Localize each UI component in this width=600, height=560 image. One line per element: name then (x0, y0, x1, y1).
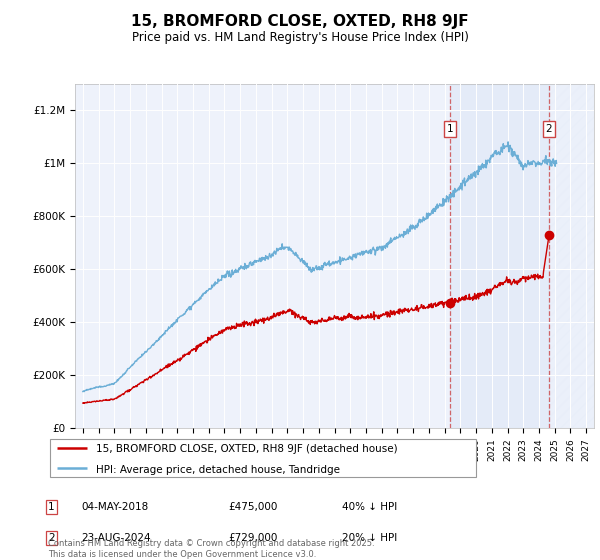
Text: 2: 2 (546, 124, 553, 134)
Text: £729,000: £729,000 (228, 533, 277, 543)
Text: 23-AUG-2024: 23-AUG-2024 (81, 533, 151, 543)
Text: 2: 2 (48, 533, 55, 543)
Text: 15, BROMFORD CLOSE, OXTED, RH8 9JF: 15, BROMFORD CLOSE, OXTED, RH8 9JF (131, 14, 469, 29)
Bar (549, 84, 594, 428)
FancyBboxPatch shape (50, 439, 476, 477)
Text: 15, BROMFORD CLOSE, OXTED, RH8 9JF (detached house): 15, BROMFORD CLOSE, OXTED, RH8 9JF (deta… (95, 445, 397, 454)
Text: Price paid vs. HM Land Registry's House Price Index (HPI): Price paid vs. HM Land Registry's House … (131, 31, 469, 44)
Text: 04-MAY-2018: 04-MAY-2018 (81, 502, 148, 512)
Text: 40% ↓ HPI: 40% ↓ HPI (342, 502, 397, 512)
Text: HPI: Average price, detached house, Tandridge: HPI: Average price, detached house, Tand… (95, 465, 340, 474)
Text: 1: 1 (446, 124, 453, 134)
Text: 1: 1 (48, 502, 55, 512)
Text: £475,000: £475,000 (228, 502, 277, 512)
Bar (450, 84, 549, 428)
Text: 20% ↓ HPI: 20% ↓ HPI (342, 533, 397, 543)
Text: Contains HM Land Registry data © Crown copyright and database right 2025.
This d: Contains HM Land Registry data © Crown c… (48, 539, 374, 559)
